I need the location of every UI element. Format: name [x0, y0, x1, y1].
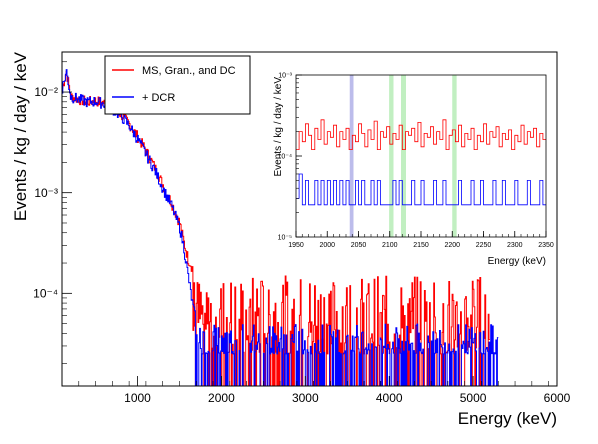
inset-x-tick-label: 2000 — [319, 242, 335, 249]
inset-x-tick-label: 2050 — [351, 242, 367, 249]
main-x-tick-label: 6000 — [544, 391, 571, 405]
inset-x-ticks: 1950 2000 2050 2100 2150 2200 2250 2300 2350 — [288, 231, 554, 249]
inset-band-1 — [389, 75, 394, 237]
inset-series-layer — [296, 119, 546, 206]
main-y-tick-label: 10⁻² — [34, 85, 58, 99]
inset-band-0 — [349, 75, 354, 237]
inset-background — [266, 64, 552, 273]
inset-y-ticks: 10⁻⁵ 10⁻⁴ 10⁻³ — [278, 72, 302, 241]
inset-x-tick-label: 2300 — [507, 242, 523, 249]
legend-label-red: MS, Gran., and DC — [142, 65, 236, 77]
inset-bands — [349, 75, 457, 237]
inset-band-3 — [452, 75, 457, 237]
inset-x-tick-label: 2150 — [413, 242, 429, 249]
inset-y-tick-label: 10⁻³ — [278, 72, 292, 79]
main-x-tick-label: 4000 — [376, 391, 403, 405]
inset-x-tick-label: 1950 — [288, 242, 304, 249]
legend-label-blue: + DCR — [142, 92, 175, 104]
inset-chart: 1950 2000 2050 2100 2150 2200 2250 2300 2350 10⁻… — [266, 64, 554, 273]
inset-y-tick-label: 10⁻⁴ — [278, 153, 293, 160]
inset-x-tick-label: 2250 — [476, 242, 492, 249]
inset-x-tick-label: 2200 — [444, 242, 460, 249]
inset-series-blue — [296, 173, 546, 206]
main-y-axis-label: Events / kg / day / keV — [11, 51, 30, 221]
main-x-ticks: 1000 2000 3000 4000 5000 6000 — [61, 376, 571, 405]
inset-x-tick-label: 2100 — [382, 242, 398, 249]
main-chart: 1000 2000 3000 4000 5000 6000 10⁻⁴ 10⁻³ 10⁻² En… — [11, 51, 571, 428]
main-y-tick-label: 10⁻³ — [34, 186, 58, 200]
inset-y-tick-label: 10⁻⁵ — [278, 234, 292, 241]
inset-band-2 — [401, 75, 406, 237]
inset-x-tick-label: 2350 — [538, 242, 554, 249]
legend: MS, Gran., and DC + DCR — [104, 55, 251, 115]
inset-series-red — [296, 119, 546, 150]
main-x-tick-label: 5000 — [460, 391, 487, 405]
legend-box — [104, 55, 251, 115]
main-plot-frame — [61, 51, 558, 387]
main-x-tick-label: 1000 — [124, 391, 151, 405]
main-y-tick-label: 10⁻⁴ — [33, 287, 58, 301]
inset-x-axis-label: Energy (keV) — [488, 256, 546, 267]
inset-y-axis-label: Events / kg / day / keV — [273, 77, 284, 177]
main-x-tick-label: 2000 — [208, 391, 235, 405]
main-x-tick-label: 3000 — [292, 391, 319, 405]
main-y-ticks: 10⁻⁴ 10⁻³ 10⁻² — [33, 61, 72, 364]
main-x-axis-label: Energy (keV) — [458, 409, 557, 428]
